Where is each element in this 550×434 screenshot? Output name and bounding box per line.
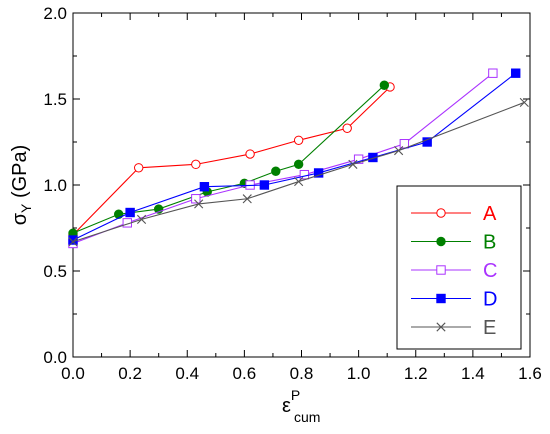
data-point [422,137,432,147]
axis-ticks: 0.0 0.2 0.4 0.6 0.8 1.0 1.2 1.4 1.6 0.0 0.5 1.0 1.5 2… [43,4,541,383]
legend-item-d: D [411,289,497,311]
data-point [399,139,410,149]
data-point [133,163,144,173]
data-point [353,154,364,164]
data-point [271,166,281,176]
x-tick-label: 0.2 [118,364,142,383]
y-tick-label: 0.5 [43,262,67,281]
series-line [72,101,525,243]
y-axis-label-sub: Y [18,203,34,213]
data-point [313,168,324,178]
legend-item-a: A [411,203,497,225]
data-point [348,159,358,169]
x-axis-label-sup: P [291,387,300,403]
x-axis-label-main: ε [282,395,291,417]
series-line [72,72,517,241]
data-point [68,235,78,245]
legend-label: A [483,203,497,225]
data-point [199,182,210,192]
series-d [68,68,521,245]
x-tick-label: 0.6 [233,364,257,383]
data-point [293,135,304,145]
data-point [191,194,201,204]
data-point [125,207,135,218]
legend-label: C [483,260,497,282]
y-axis-label-main: σ [9,212,31,225]
data-point [259,180,270,190]
y-tick-label: 2.0 [43,4,67,23]
data-point [379,80,390,90]
legend-label: B [483,232,496,254]
y-axis-label: σY (GPa) [9,145,34,226]
data-point [342,123,352,133]
data-point [436,293,446,304]
series-line [72,72,494,244]
data-point [436,208,446,218]
data-point [242,194,252,204]
y-tick-label: 1.0 [43,176,67,195]
data-point [436,236,446,247]
legend-label: E [483,317,496,339]
data-point [511,68,521,78]
x-tick-label: 1.0 [347,364,371,383]
legend-box [396,185,522,350]
data-point [293,159,304,170]
series-b [68,80,390,238]
data-point [294,176,304,187]
x-axis-label: εP cum [282,387,320,425]
x-axis-label-sub: cum [294,409,320,425]
y-tick-label: 1.5 [43,90,67,109]
y-tick-label: 0.0 [43,348,67,367]
legend-label: D [483,289,497,311]
legend-item-b: B [411,232,496,254]
x-tick-label: 1.2 [404,364,428,383]
data-point [436,265,446,275]
data-point [488,68,498,78]
x-tick-label: 1.6 [518,364,542,383]
data-point [191,159,201,170]
series-group [68,68,529,249]
x-tick-label: 0.8 [290,364,314,383]
data-point [519,97,529,108]
legend-item-e: E [411,317,496,339]
x-tick-label: 0.0 [61,364,85,383]
y-axis-label-rest: (GPa) [9,145,31,204]
legend-item-c: C [411,260,497,282]
data-point [68,237,78,247]
x-tick-label: 0.4 [175,364,199,383]
data-point [436,322,446,332]
data-point [245,149,255,159]
data-point [394,146,404,156]
data-point [194,199,204,209]
data-point [299,169,310,180]
x-tick-label: 1.4 [461,364,485,383]
data-point [136,214,147,224]
series-e [68,97,529,247]
